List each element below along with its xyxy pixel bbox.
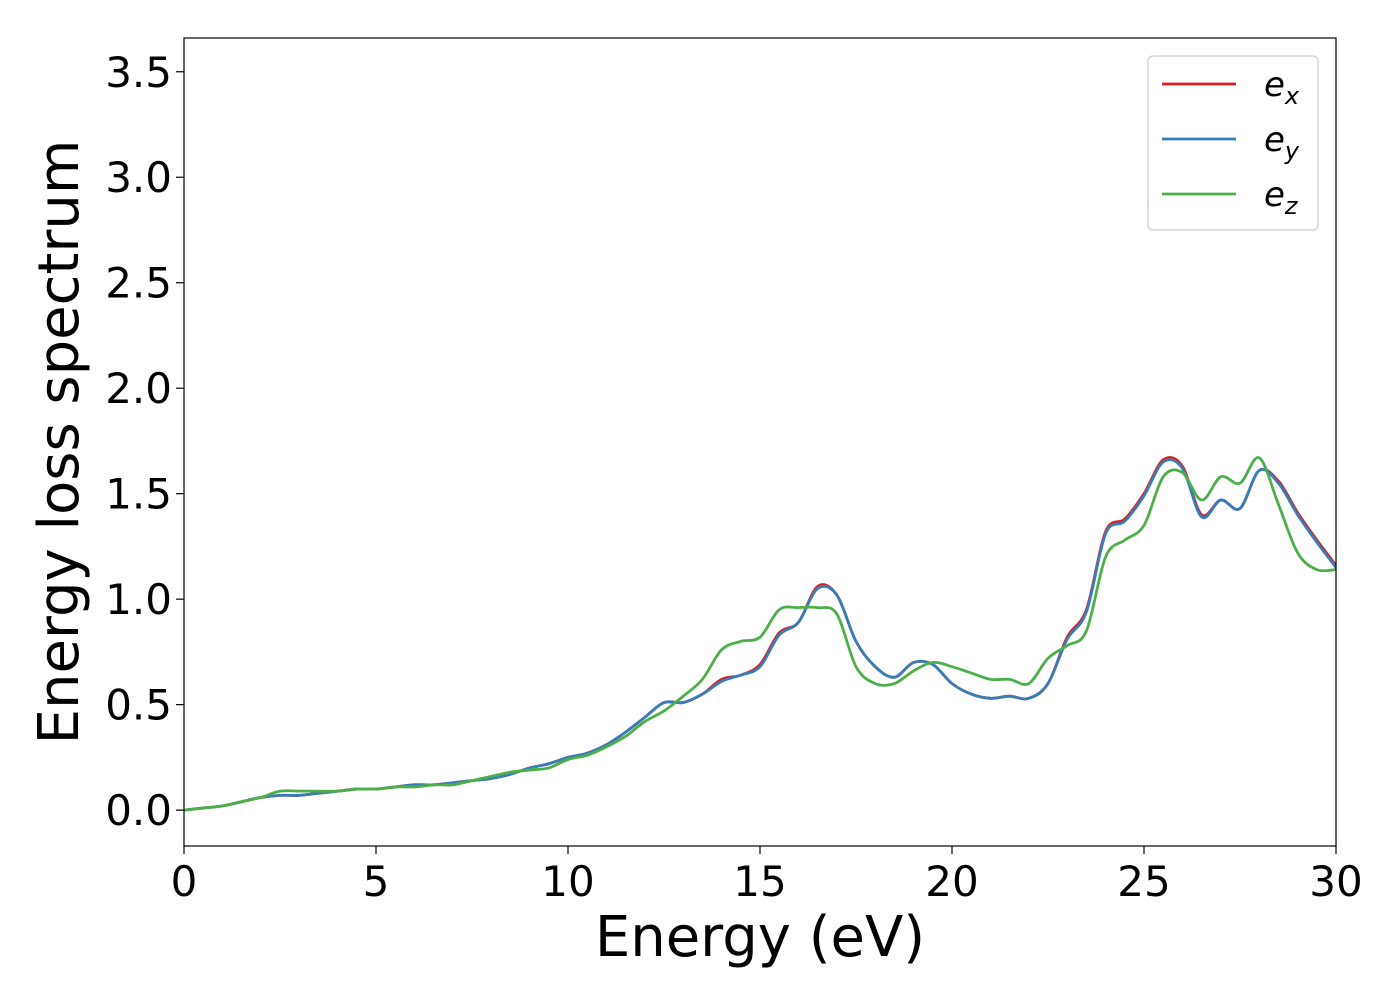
y-tick-label: 2.5 (105, 259, 172, 308)
y-tick-label: 3.5 (105, 48, 172, 97)
x-tick-label: 0 (171, 857, 198, 906)
legend-box (1147, 55, 1319, 231)
legend-label-z: ez (1264, 175, 1299, 220)
y-axis-ticks: 0.0 0.5 1.0 1.5 2.0 2.5 3.0 3.5 (105, 48, 184, 835)
y-tick-label: 2.0 (105, 364, 172, 413)
x-axis-ticks: 0 5 10 15 20 25 30 (171, 846, 1363, 906)
x-tick-label: 30 (1309, 857, 1362, 906)
y-tick-label: 0.0 (105, 786, 172, 835)
legend: ex ey ez (1147, 55, 1319, 231)
y-tick-label: 3.0 (105, 153, 172, 202)
x-tick-label: 20 (925, 857, 978, 906)
legend-label-x: ex (1264, 65, 1300, 110)
x-tick-label: 5 (363, 857, 390, 906)
series-layer (184, 456, 1336, 812)
series-line-z (184, 456, 1336, 812)
legend-label-y: ey (1264, 120, 1300, 165)
y-tick-label: 1.5 (105, 470, 172, 519)
y-tick-label: 1.0 (105, 575, 172, 624)
x-tick-label: 15 (733, 857, 786, 906)
x-tick-label: 25 (1117, 857, 1170, 906)
y-axis-label: Energy loss spectrum (27, 140, 92, 745)
x-axis-label: Energy (eV) (595, 905, 925, 970)
x-tick-label: 10 (541, 857, 594, 906)
y-tick-label: 0.5 (105, 681, 172, 730)
